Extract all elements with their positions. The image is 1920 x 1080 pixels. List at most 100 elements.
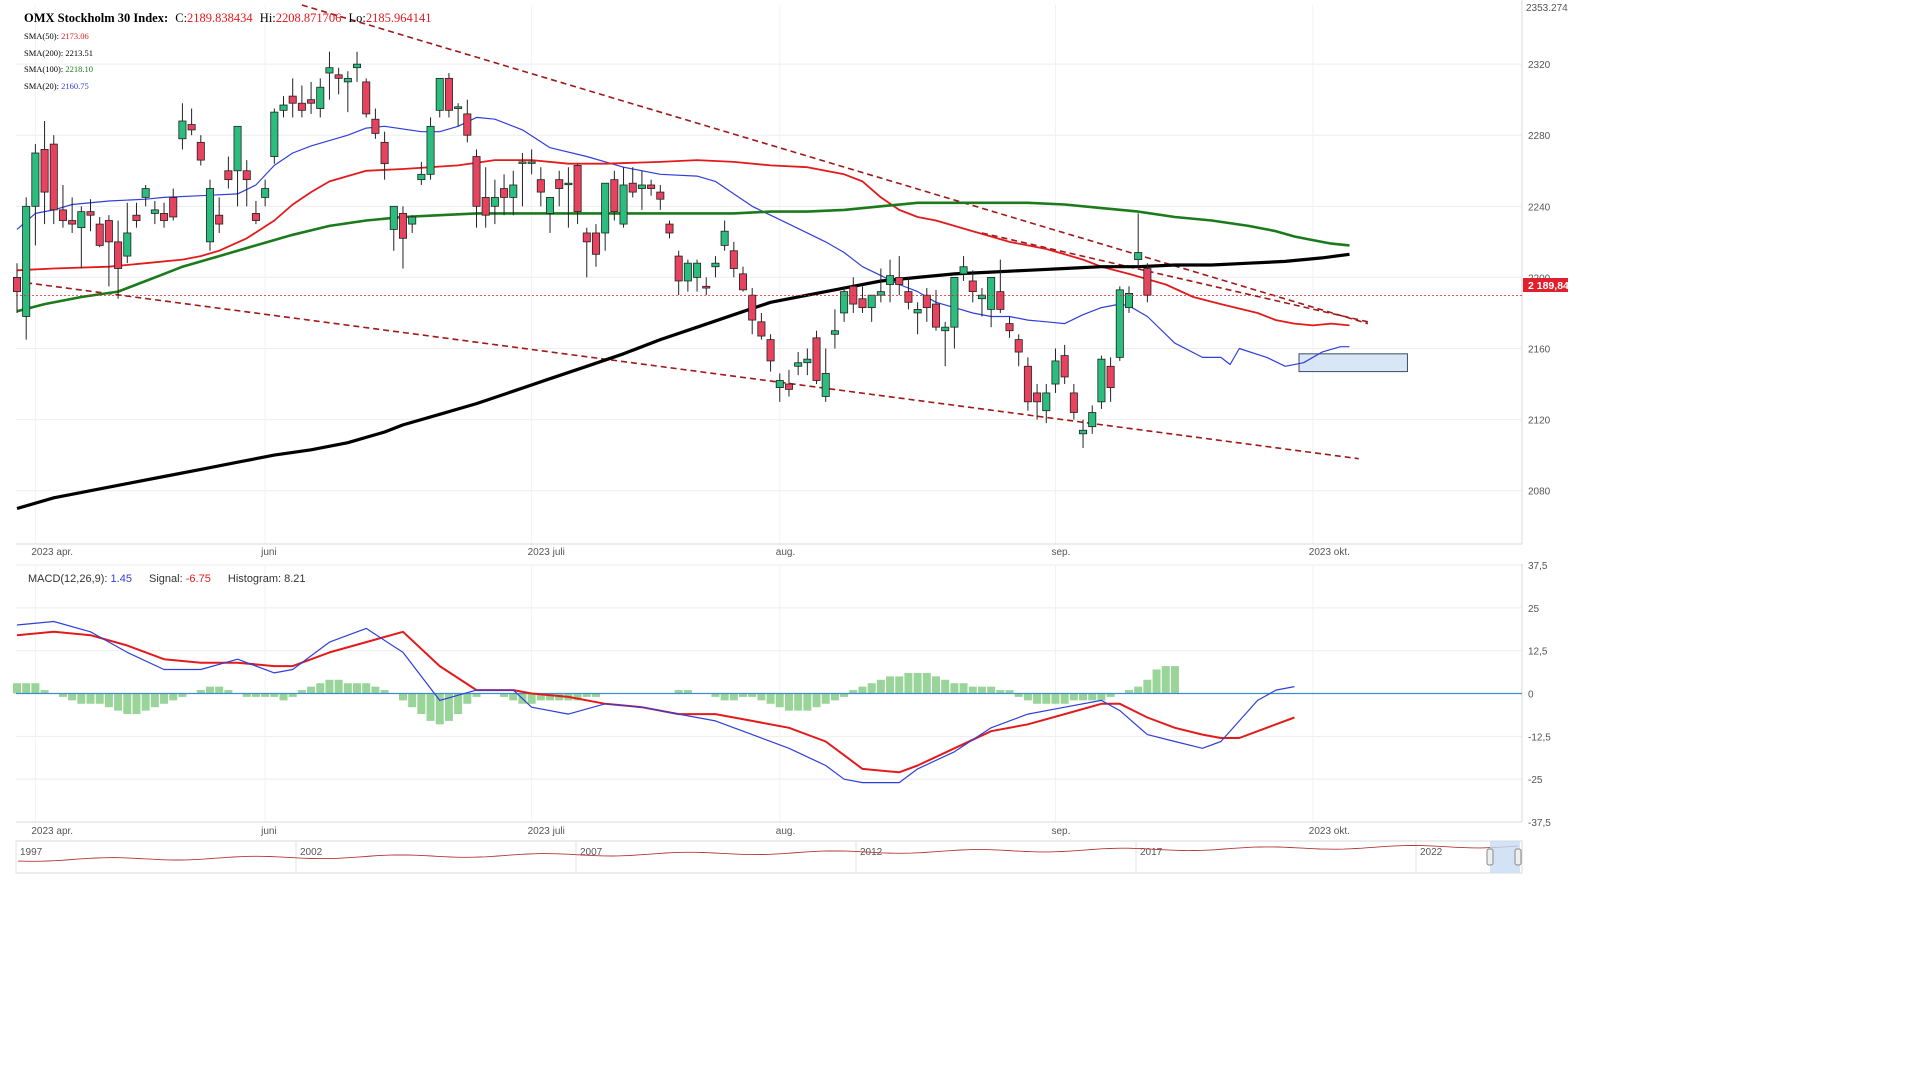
candle-body — [637, 184, 646, 189]
sma200-line — [16, 252, 1350, 511]
candle-body — [58, 209, 67, 221]
macd-histogram-bar — [114, 693, 123, 711]
candle-body — [1115, 289, 1124, 358]
candle-body — [812, 337, 821, 381]
macd-histogram-bar — [1005, 690, 1014, 694]
macd-histogram-bar — [1069, 693, 1078, 701]
macd-histogram-bar — [784, 693, 793, 711]
candle-body — [1088, 412, 1097, 428]
macd-histogram-bar — [362, 683, 371, 694]
macd-histogram-bar — [886, 676, 895, 694]
macd-histogram-bar — [775, 693, 784, 708]
candle-body — [454, 106, 463, 109]
candle-body — [196, 141, 205, 161]
candle-body — [784, 383, 793, 390]
navigator-year-label: 2022 — [1420, 847, 1443, 858]
macd-histogram-bar — [77, 693, 86, 704]
macd-histogram-bar — [95, 693, 104, 704]
candle-body — [886, 275, 895, 285]
macd-histogram-bar — [334, 679, 343, 694]
macd-histogram-bar — [141, 693, 150, 711]
price-tick-label: 2120 — [1528, 416, 1551, 427]
candle-body — [996, 291, 1005, 310]
candle-body — [830, 330, 839, 335]
candle-body — [509, 184, 518, 198]
candle-body — [114, 241, 123, 269]
macd-histogram-bar — [224, 690, 233, 694]
x-tick-label: juni — [260, 547, 277, 558]
macd-histogram-bar — [739, 693, 748, 697]
macd-histogram-bar — [242, 693, 251, 697]
candle-body — [573, 165, 582, 213]
high-label: Hi: — [260, 11, 276, 25]
x-tick-label: 2023 juli — [528, 547, 565, 558]
candle-body — [1014, 339, 1023, 353]
x-tick-label: 2023 apr. — [31, 547, 73, 558]
macd-histogram-bar — [68, 693, 77, 701]
navigator-handle-right[interactable] — [1514, 848, 1522, 866]
candle-body — [325, 67, 334, 74]
macd-histogram-bar — [904, 672, 913, 694]
candle-body — [858, 298, 867, 309]
candle-body — [968, 280, 977, 293]
macd-histogram-bar — [803, 693, 812, 711]
candle-body — [141, 188, 150, 198]
price-tick-label: 2080 — [1528, 487, 1551, 498]
macd-histogram-bar — [307, 686, 316, 694]
macd-histogram-bar — [858, 686, 867, 694]
close-value: 2189.838434 — [187, 11, 253, 25]
macd-tick-label: -37,5 — [1528, 818, 1551, 829]
candle-body — [490, 197, 499, 207]
upper-trendline — [301, 4, 1369, 325]
candle-body — [343, 77, 352, 83]
candle-body — [683, 262, 692, 282]
candle-body — [757, 321, 766, 337]
macd-histogram-bar — [1060, 693, 1069, 704]
macd-histogram-bar — [343, 683, 352, 694]
candle-body — [527, 161, 536, 164]
macd-histogram-bar — [472, 693, 481, 697]
candle-body — [334, 74, 343, 79]
macd-histogram-bar — [371, 686, 380, 694]
candle-body — [270, 111, 279, 157]
macd-histogram-bar — [251, 693, 260, 697]
candle-body — [1079, 429, 1088, 435]
macd-histogram-bar — [1023, 693, 1032, 701]
macd-x-tick-label: aug. — [776, 826, 795, 837]
macd-histogram-bar — [840, 693, 849, 697]
price-axis-top-label: 2353.274 — [1526, 3, 1568, 14]
x-tick-label: aug. — [776, 547, 795, 558]
navigator-year-label: 1997 — [20, 847, 43, 858]
last-price-value: 2 189,84 — [1528, 280, 1568, 292]
candle-body — [1143, 268, 1152, 296]
macd-histogram-bar — [380, 690, 389, 694]
candle-body — [775, 380, 784, 388]
candle-body — [1051, 360, 1060, 385]
price-chart[interactable]: 2320228022402200216021202080 2023 apr.ju… — [0, 0, 1569, 880]
macd-tick-label: -12,5 — [1528, 732, 1551, 743]
low-value: 2185.964141 — [366, 11, 432, 25]
macd-tick-label: 37,5 — [1528, 561, 1548, 572]
candle-body — [242, 170, 251, 181]
macd-tick-label: 0 — [1528, 690, 1534, 701]
macd-histogram-bar — [591, 693, 600, 697]
macd-histogram-bar — [546, 693, 555, 701]
macd-histogram-bar — [748, 693, 757, 697]
macd-histogram-bar — [913, 672, 922, 694]
candle-body — [12, 277, 21, 293]
macd-histogram-bar — [794, 693, 803, 711]
candle-body — [104, 220, 113, 243]
support-zone — [1298, 353, 1408, 373]
candle-body — [610, 179, 619, 213]
candle-body — [472, 156, 481, 207]
macd-histogram-bar — [215, 686, 224, 694]
candle-body — [233, 125, 242, 172]
candle-body — [904, 291, 913, 303]
candle-body — [297, 102, 306, 111]
candle-body — [867, 294, 876, 309]
macd-histogram-bar — [1170, 666, 1179, 694]
candle-body — [362, 81, 371, 115]
macd-line — [16, 620, 1295, 784]
navigator-handle-left[interactable] — [1486, 848, 1494, 866]
candle-body — [729, 250, 738, 269]
